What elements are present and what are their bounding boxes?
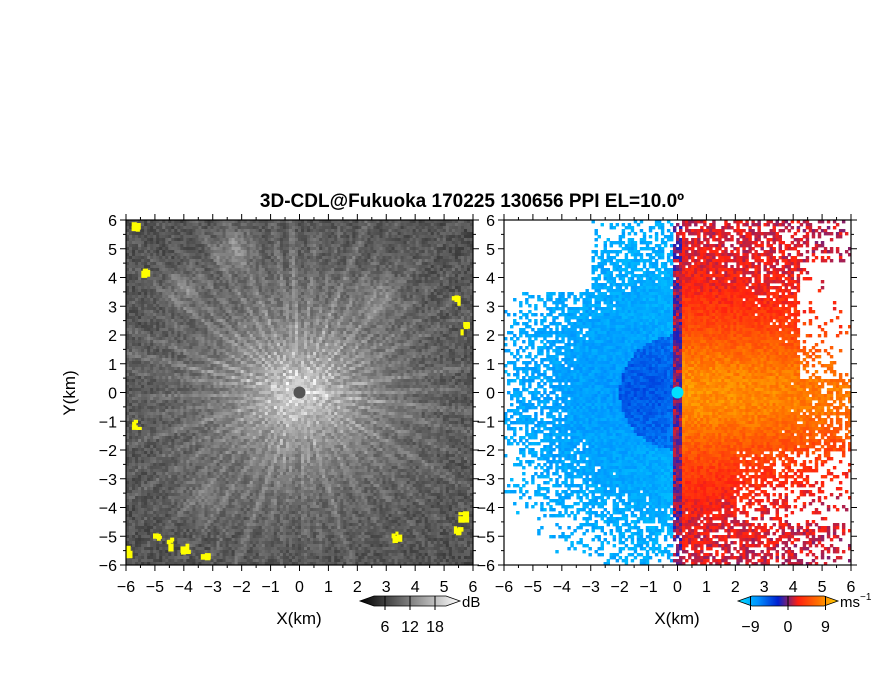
colorbar-tick-label: 12 <box>401 619 419 636</box>
reflectivity-field <box>123 220 474 565</box>
y-tick-label: 6 <box>486 213 495 230</box>
y-tick-label: −2 <box>477 443 495 460</box>
overflow-spot <box>456 528 461 535</box>
x-tick-label: −3 <box>582 579 600 596</box>
y-tick-label: −6 <box>477 558 495 575</box>
x-tick-label: −6 <box>117 579 135 596</box>
y-tick-label: −1 <box>99 414 117 431</box>
x-tick-label: 1 <box>702 579 711 596</box>
velocity-field <box>504 220 851 565</box>
x-tick-label: 3 <box>760 579 769 596</box>
x-tick-label: −3 <box>204 579 222 596</box>
overflow-spot <box>132 226 138 231</box>
velocity-colorbar-unit-exp: −1 <box>860 592 872 603</box>
x-tick-label: −6 <box>495 579 513 596</box>
radar-site-marker <box>672 387 684 399</box>
y-tick-label: 4 <box>108 271 117 288</box>
y-tick-label: 1 <box>108 357 117 374</box>
reflectivity-colorbar: 6 12 18 dB <box>360 594 480 636</box>
overflow-spot <box>181 547 186 555</box>
y-tick-label: 2 <box>108 328 117 345</box>
velocity-colorbar: −9 0 9 ms−1 <box>738 592 872 636</box>
velocity-colorbar-unit-base: ms <box>840 594 860 611</box>
overflow-spot <box>186 544 190 551</box>
colorbar-tick-label: 0 <box>784 619 793 636</box>
figure-title: 3D-CDL@Fukuoka 170225 130656 PPI EL=10.0… <box>260 191 684 212</box>
x-tick-label: −4 <box>553 579 571 596</box>
overflow-spot <box>397 535 403 542</box>
x-tick-label: −1 <box>261 579 279 596</box>
velocity-colorbar-unit: ms−1 <box>840 592 872 611</box>
x-tick-label: −1 <box>639 579 657 596</box>
x-tick-label: 3 <box>382 579 391 596</box>
overflow-spot <box>461 329 464 335</box>
y-tick-label: −6 <box>99 558 117 575</box>
overflow-spot <box>457 298 460 306</box>
x-tick-label: 0 <box>673 579 682 596</box>
x-tick-label: 0 <box>295 579 304 596</box>
colorbar-tick-label: −9 <box>741 619 759 636</box>
x-tick-label: 5 <box>818 579 827 596</box>
y-tick-label: 1 <box>486 357 495 374</box>
overflow-spot <box>154 534 158 539</box>
y-tick-label: 5 <box>486 242 495 259</box>
overflow-spot <box>395 532 398 535</box>
y-tick-label: −5 <box>99 529 117 546</box>
y-tick-label: −3 <box>477 472 495 489</box>
x-tick-label: −5 <box>146 579 164 596</box>
x-tick-label: 4 <box>411 579 420 596</box>
overflow-spot <box>168 544 173 552</box>
radar-site-marker <box>294 387 306 399</box>
overflow-spot <box>458 516 464 523</box>
overflow-spot <box>464 322 468 329</box>
y-tick-label: −2 <box>99 443 117 460</box>
x-tick-label: 5 <box>440 579 449 596</box>
y-tick-label: −1 <box>477 414 495 431</box>
velocity-x-label: X(km) <box>654 609 699 628</box>
colorbar-tick-label: 18 <box>426 619 444 636</box>
y-tick-label: 5 <box>108 242 117 259</box>
y-tick-label: 3 <box>108 299 117 316</box>
x-tick-label: −5 <box>524 579 542 596</box>
x-tick-label: 4 <box>789 579 798 596</box>
reflectivity-x-label: X(km) <box>276 609 321 628</box>
overflow-spot <box>132 422 136 426</box>
overflow-spot <box>145 271 149 277</box>
overflow-spot <box>132 425 138 430</box>
overflow-spot <box>452 296 455 300</box>
overflow-spot <box>167 540 171 544</box>
y-tick-label: 6 <box>108 213 117 230</box>
y-tick-label: −5 <box>477 529 495 546</box>
overflow-spot <box>205 555 209 558</box>
y-tick-label: 0 <box>108 386 117 403</box>
x-tick-label: 1 <box>324 579 333 596</box>
colorbar-tick-label: 6 <box>381 619 390 636</box>
y-tick-label: 0 <box>486 386 495 403</box>
x-tick-label: −2 <box>611 579 629 596</box>
x-tick-label: −4 <box>175 579 193 596</box>
y-tick-label: 2 <box>486 328 495 345</box>
x-tick-label: 2 <box>353 579 362 596</box>
overflow-spot <box>463 511 469 517</box>
colorbar-tick-label: 9 <box>821 619 830 636</box>
y-tick-label: 4 <box>486 271 495 288</box>
y-tick-label: −4 <box>99 501 117 518</box>
y-tick-label: −3 <box>99 472 117 489</box>
y-tick-label: 3 <box>486 299 495 316</box>
reflectivity-colorbar-unit: dB <box>462 594 480 611</box>
x-tick-label: −2 <box>233 579 251 596</box>
overflow-spot <box>157 534 161 541</box>
reflectivity-y-label: Y(km) <box>60 370 79 415</box>
y-tick-label: −4 <box>477 501 495 518</box>
x-tick-label: 2 <box>731 579 740 596</box>
